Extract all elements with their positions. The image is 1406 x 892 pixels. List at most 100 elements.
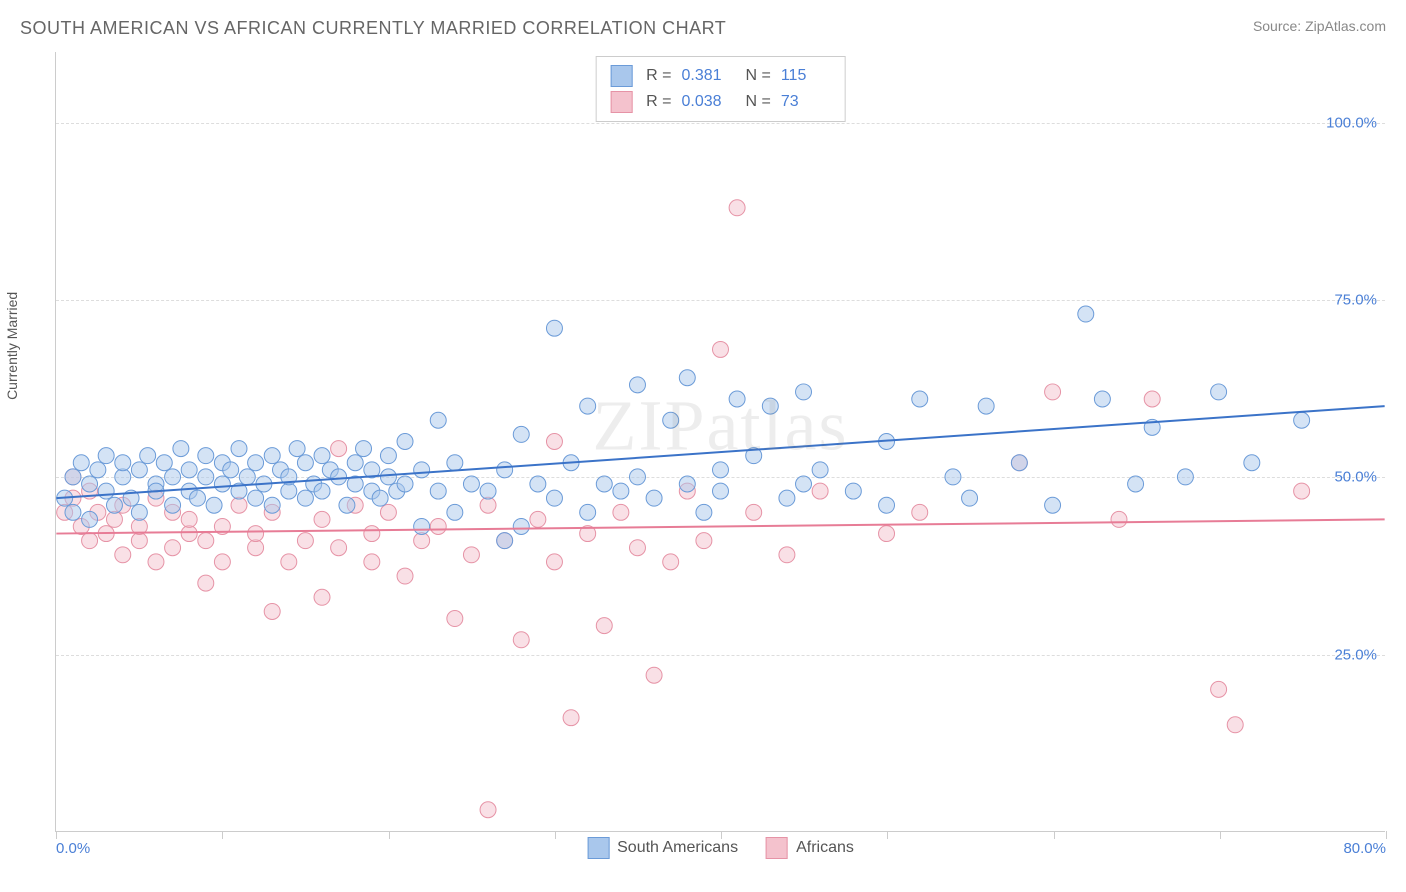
scatter-point	[912, 391, 928, 407]
scatter-point	[131, 462, 147, 478]
scatter-point	[115, 469, 131, 485]
scatter-point	[98, 448, 114, 464]
scatter-point	[497, 533, 513, 549]
scatter-point	[248, 490, 264, 506]
r-value-series1: 0.381	[682, 67, 732, 85]
scatter-point	[397, 434, 413, 450]
scatter-point	[696, 504, 712, 520]
scatter-point	[314, 589, 330, 605]
scatter-point	[812, 483, 828, 499]
n-label: N =	[746, 93, 771, 111]
scatter-point	[746, 504, 762, 520]
scatter-point	[264, 603, 280, 619]
scatter-point	[879, 497, 895, 513]
scatter-point	[713, 341, 729, 357]
scatter-point	[646, 490, 662, 506]
scatter-point	[1211, 681, 1227, 697]
scatter-point	[580, 398, 596, 414]
scatter-point	[629, 377, 645, 393]
scatter-point	[945, 469, 961, 485]
scatter-point	[206, 497, 222, 513]
scatter-point	[140, 448, 156, 464]
chart-plot-area: R = 0.381 N = 115 R = 0.038 N = 73 ZIPat…	[55, 52, 1385, 832]
scatter-point	[90, 462, 106, 478]
scatter-point	[1078, 306, 1094, 322]
scatter-point	[1111, 511, 1127, 527]
scatter-point	[679, 476, 695, 492]
scatter-point	[297, 533, 313, 549]
scatter-point	[480, 802, 496, 818]
legend-row-series1: R = 0.381 N = 115	[610, 63, 831, 89]
scatter-point	[165, 497, 181, 513]
legend-label-series2: Africans	[796, 839, 854, 857]
scatter-point	[629, 469, 645, 485]
scatter-point	[214, 476, 230, 492]
scatter-point	[339, 497, 355, 513]
swatch-series2-bottom	[766, 837, 788, 859]
r-label: R =	[646, 93, 671, 111]
scatter-point	[546, 554, 562, 570]
scatter-point	[962, 490, 978, 506]
scatter-point	[331, 441, 347, 457]
scatter-point	[148, 554, 164, 570]
scatter-point	[596, 476, 612, 492]
scatter-point	[372, 490, 388, 506]
scatter-point	[82, 533, 98, 549]
xtick	[1386, 831, 1387, 839]
scatter-point	[248, 540, 264, 556]
swatch-series2	[610, 91, 632, 113]
scatter-point	[264, 448, 280, 464]
scatter-point	[629, 540, 645, 556]
scatter-point	[1211, 384, 1227, 400]
n-label: N =	[746, 67, 771, 85]
scatter-point	[364, 526, 380, 542]
scatter-point	[530, 511, 546, 527]
scatter-point	[65, 469, 81, 485]
xtick	[887, 831, 888, 839]
correlation-legend: R = 0.381 N = 115 R = 0.038 N = 73	[595, 56, 846, 122]
swatch-series1	[610, 65, 632, 87]
scatter-point	[546, 434, 562, 450]
scatter-point	[173, 441, 189, 457]
scatter-point	[364, 554, 380, 570]
scatter-point	[115, 547, 131, 563]
scatter-point	[231, 497, 247, 513]
legend-item-series1: South Americans	[587, 837, 738, 859]
xtick-label: 80.0%	[1343, 840, 1386, 857]
scatter-point	[65, 504, 81, 520]
scatter-point	[613, 504, 629, 520]
scatter-point	[447, 455, 463, 471]
xtick	[721, 831, 722, 839]
n-value-series2: 73	[781, 93, 831, 111]
scatter-point	[497, 462, 513, 478]
scatter-point	[1094, 391, 1110, 407]
scatter-point	[1177, 469, 1193, 485]
xtick	[555, 831, 556, 839]
scatter-point	[156, 455, 172, 471]
scatter-point	[530, 476, 546, 492]
scatter-point	[397, 476, 413, 492]
scatter-point	[314, 511, 330, 527]
scatter-point	[380, 469, 396, 485]
scatter-point	[696, 533, 712, 549]
chart-title: SOUTH AMERICAN VS AFRICAN CURRENTLY MARR…	[20, 18, 726, 39]
scatter-point	[480, 483, 496, 499]
scatter-point	[214, 554, 230, 570]
scatter-point	[1144, 391, 1160, 407]
r-value-series2: 0.038	[682, 93, 732, 111]
scatter-point	[480, 497, 496, 513]
scatter-point	[223, 462, 239, 478]
scatter-point	[181, 462, 197, 478]
scatter-point	[430, 412, 446, 428]
scatter-point	[165, 469, 181, 485]
scatter-point	[73, 455, 89, 471]
scatter-point	[165, 540, 181, 556]
scatter-point	[729, 200, 745, 216]
scatter-point	[181, 526, 197, 542]
scatter-point	[646, 667, 662, 683]
scatter-point	[447, 611, 463, 627]
scatter-point	[281, 554, 297, 570]
scatter-point	[297, 490, 313, 506]
scatter-point	[430, 483, 446, 499]
scatter-point	[1045, 384, 1061, 400]
